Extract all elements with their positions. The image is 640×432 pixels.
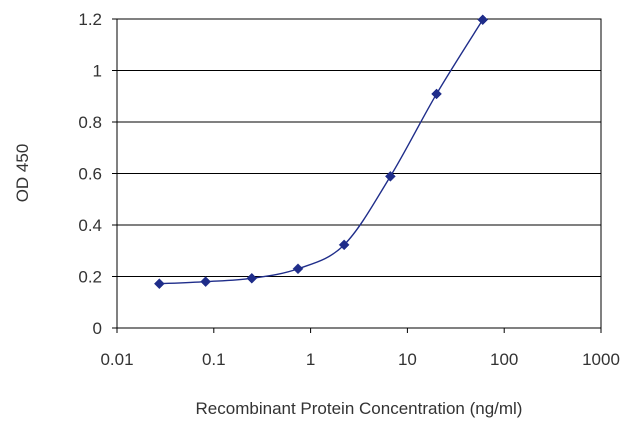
data-point	[431, 88, 442, 100]
y-tick-label: 0.6	[78, 165, 102, 184]
y-tick-label: 0.4	[78, 216, 102, 235]
data-point	[385, 170, 396, 182]
data-point	[292, 263, 304, 275]
y-axis-label: OD 450	[13, 144, 32, 203]
y-tick-label: 0.2	[78, 268, 102, 287]
y-tick-label: 0.8	[78, 113, 102, 132]
series-line	[159, 19, 484, 285]
x-tick-label: 0.01	[100, 350, 133, 369]
data-point	[200, 276, 211, 288]
data-point	[154, 278, 165, 290]
x-tick-label: 100	[490, 350, 518, 369]
data-point	[338, 239, 350, 251]
data-point	[477, 14, 489, 26]
data-point	[246, 272, 258, 284]
x-tick-label: 1000	[582, 350, 620, 369]
x-tick-label: 1	[306, 350, 315, 369]
y-tick-label: 0	[93, 319, 102, 338]
x-tick-label: 0.1	[202, 350, 226, 369]
x-axis-ticks: 0.01 0.1 1 10 100 1000	[100, 328, 620, 369]
grid-lines	[117, 70, 601, 277]
y-tick-label: 1.2	[78, 10, 102, 29]
x-axis-label: Recombinant Protein Concentration (ng/ml…	[196, 399, 523, 418]
x-tick-label: 10	[398, 350, 417, 369]
series-markers	[154, 14, 489, 290]
y-axis-ticks: 0 0.2 0.4 0.6 0.8 1 1.2	[78, 10, 117, 338]
y-tick-label: 1	[93, 62, 102, 81]
